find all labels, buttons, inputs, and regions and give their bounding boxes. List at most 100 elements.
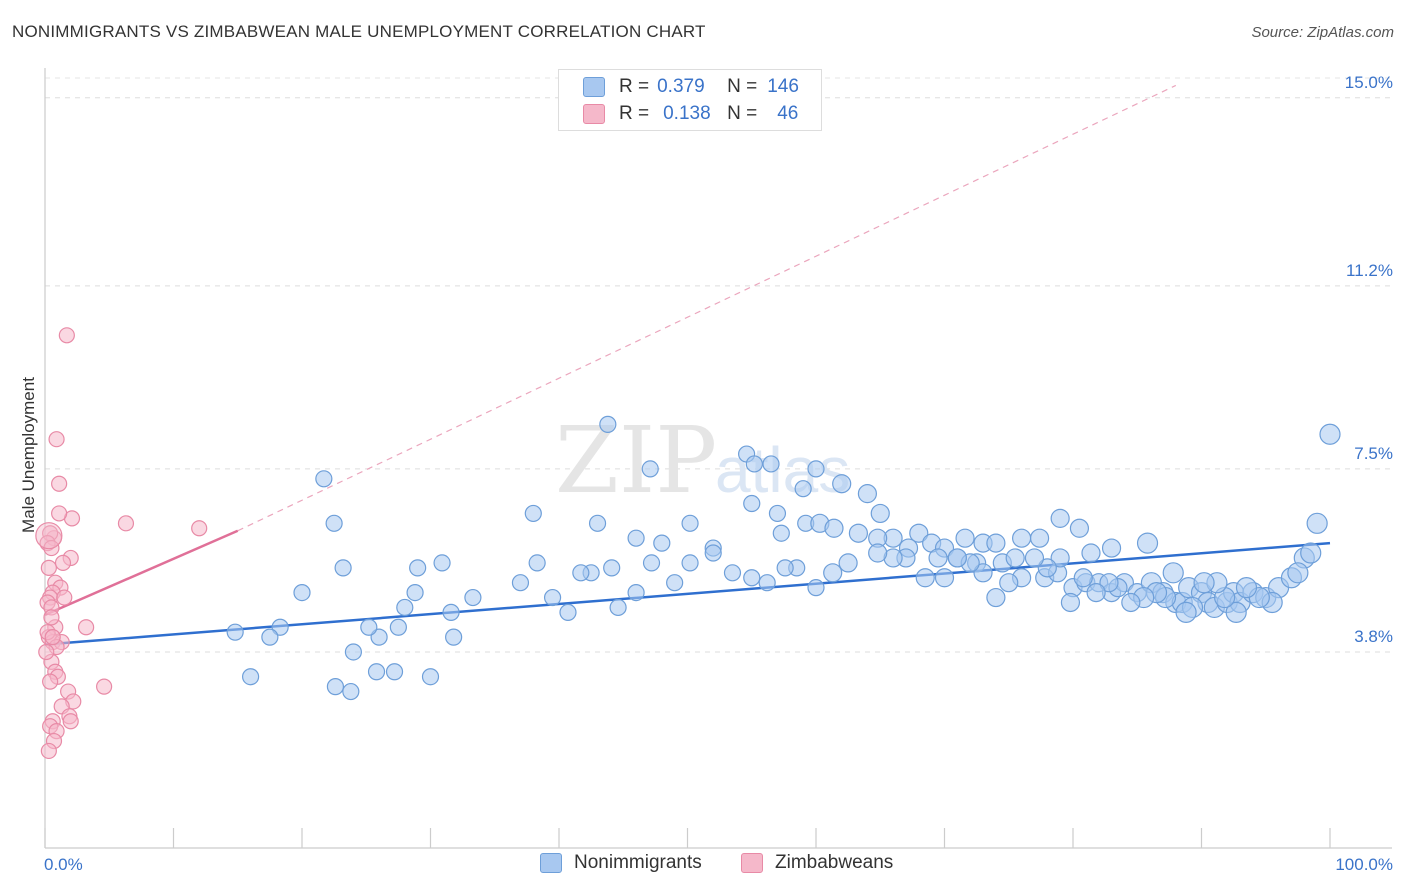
y-tick-label: 15.0% <box>1345 73 1393 92</box>
zimbabweans-point <box>40 559 57 576</box>
nonimmigrants-point <box>1005 548 1025 568</box>
zimbabweans-point <box>40 742 57 760</box>
gridlines <box>45 77 1392 653</box>
zimbabweans-point <box>35 522 63 550</box>
nonimmigrants-point <box>768 504 787 523</box>
zimbabweans-point <box>54 554 72 572</box>
nonimmigrants-point <box>973 563 993 583</box>
nonimmigrants-point <box>342 682 360 701</box>
nonimmigrants-point <box>588 514 607 532</box>
nonimmigrants-point <box>824 518 844 538</box>
legend-row-zimbabweans: R = 0.138 N = 46 <box>583 102 798 126</box>
nonimmigrants-point <box>681 514 699 532</box>
nonimmigrants-point <box>1011 528 1032 548</box>
bottom-legend-nonimmigrants: Nonimmigrants <box>540 852 702 874</box>
nonimmigrants-point <box>909 523 929 543</box>
nonimmigrants-point <box>367 663 386 681</box>
bottom-legend-zimbabweans: Zimbabweans <box>741 852 893 874</box>
nonimmigrants-point <box>743 494 761 513</box>
nonimmigrants-point <box>823 563 843 583</box>
legend-r-value: 0.379 <box>657 76 705 97</box>
nonimmigrants-point <box>242 668 260 686</box>
nonimmigrants-point <box>743 569 761 587</box>
nonimmigrants-point <box>334 559 352 577</box>
zimbabweans-point <box>51 475 68 492</box>
zimbabweans-trend-extension <box>237 84 1177 532</box>
nonimmigrants-point <box>627 583 645 602</box>
nonimmigrants-point <box>445 628 463 646</box>
chart-title: NONIMMIGRANTS VS ZIMBABWEAN MALE UNEMPLO… <box>12 22 706 41</box>
nonimmigrants-point <box>1050 508 1070 528</box>
bottom-legend-label: Zimbabweans <box>775 852 894 873</box>
zimbabweans-point <box>42 673 59 690</box>
y-tick-label: 11.2% <box>1346 261 1393 280</box>
y-tick-label: 3.8% <box>1354 627 1393 646</box>
nonimmigrants-point <box>360 618 378 636</box>
nonimmigrants-point <box>315 470 333 488</box>
tick-labels: 3.8% 7.5% 11.2% 15.0% 0.0% 100.0% <box>44 73 1393 874</box>
legend-swatch-pink <box>583 104 605 124</box>
legend: R = 0.379 N = 146 R = 0.138 N = 46 <box>558 69 822 131</box>
bottom-legend-swatch-pink <box>741 853 763 873</box>
nonimmigrants-point <box>870 503 890 524</box>
nonimmigrants-point <box>848 523 869 543</box>
bottom-legend-swatch-blue <box>540 853 562 873</box>
legend-r-label: R = <box>619 76 650 97</box>
nonimmigrants-point <box>1162 562 1184 584</box>
nonimmigrants-point <box>1024 548 1045 568</box>
nonimmigrants-point <box>745 455 763 473</box>
nonimmigrants-point <box>1121 592 1141 613</box>
x-tick-label: 100.0% <box>1335 855 1393 874</box>
nonimmigrants-point <box>928 548 948 568</box>
nonimmigrants-point <box>758 574 776 592</box>
legend-n-label: N = <box>727 103 758 124</box>
nonimmigrants-point <box>947 548 967 568</box>
nonimmigrants-point <box>559 603 577 621</box>
zimbabweans-point <box>38 643 55 661</box>
nonimmigrants-point <box>772 524 790 542</box>
nonimmigrants-point <box>1050 548 1070 568</box>
nonimmigrants-point <box>857 484 878 504</box>
nonimmigrants-point <box>666 574 684 592</box>
zimbabweans-point <box>62 713 79 730</box>
trend-lines <box>44 84 1331 646</box>
nonimmigrants-point <box>807 579 825 597</box>
zimbabweans-point <box>78 619 95 636</box>
nonimmigrants-point <box>642 554 661 572</box>
nonimmigrants-point <box>1287 562 1309 584</box>
nonimmigrants-point <box>226 623 244 641</box>
zimbabweans-point <box>43 609 60 626</box>
nonimmigrants-point <box>1101 538 1122 558</box>
nonimmigrants-point <box>1081 543 1101 563</box>
nonimmigrants-point <box>326 678 345 696</box>
nonimmigrants-point <box>641 460 659 478</box>
zimbabweans-point <box>44 629 61 646</box>
nonimmigrants-point <box>762 455 780 473</box>
nonimmigrants-point <box>986 533 1006 553</box>
nonimmigrants-point <box>389 618 407 636</box>
zimbabweans-point <box>117 515 135 532</box>
nonimmigrants-point <box>1300 542 1322 564</box>
axes <box>44 68 1392 849</box>
zimbabweans-point <box>56 589 73 606</box>
zipatlas-watermark: ZIP atlas <box>555 407 850 514</box>
nonimmigrants-point <box>464 588 482 607</box>
nonimmigrants-point <box>524 504 542 523</box>
nonimmigrants-point <box>609 598 627 617</box>
zimbabweans-trend-line <box>44 529 239 617</box>
nonimmigrants-point <box>1073 568 1093 588</box>
watermark-zip: ZIP <box>555 407 717 514</box>
nonimmigrants-point <box>794 480 812 498</box>
nonimmigrants-point <box>406 583 424 602</box>
nonimmigrants-point <box>370 628 388 646</box>
nonimmigrants-point <box>442 603 460 621</box>
nonimmigrants-point <box>543 588 562 607</box>
nonimmigrants-point <box>511 574 530 592</box>
nonimmigrants-point <box>409 559 427 577</box>
nonimmigrants-point <box>955 528 975 548</box>
legend-r-label: R = <box>619 103 650 124</box>
nonimmigrants-point <box>433 554 451 572</box>
nonimmigrants-point <box>723 564 742 582</box>
zimbabweans-point <box>96 678 113 695</box>
